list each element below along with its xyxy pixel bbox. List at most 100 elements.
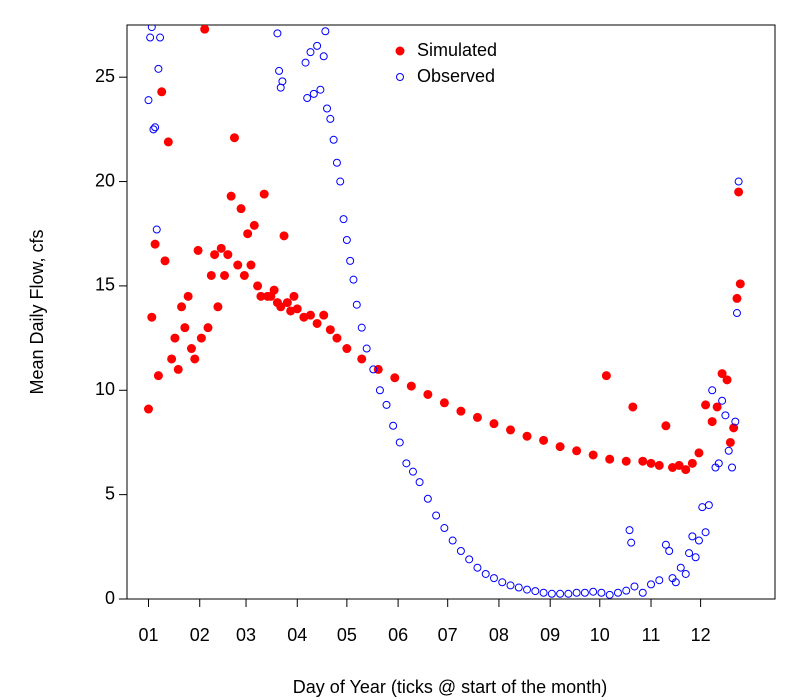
point xyxy=(674,460,684,470)
point xyxy=(580,588,589,597)
point xyxy=(613,588,622,597)
point xyxy=(196,333,206,343)
point xyxy=(714,459,723,468)
point xyxy=(149,125,158,134)
point xyxy=(309,89,318,98)
point xyxy=(243,229,253,239)
point xyxy=(734,187,744,197)
y-axis-title: Mean Daily Flow, cfs xyxy=(27,229,47,394)
point xyxy=(279,231,289,241)
point xyxy=(694,536,703,545)
point xyxy=(362,344,371,353)
point xyxy=(193,245,203,255)
point xyxy=(712,402,722,412)
point xyxy=(157,87,167,97)
point xyxy=(259,189,269,199)
point xyxy=(506,581,515,590)
point xyxy=(432,511,441,520)
point xyxy=(718,396,727,405)
point xyxy=(671,578,680,587)
point xyxy=(732,309,741,318)
point xyxy=(236,204,246,214)
point xyxy=(688,532,697,541)
point xyxy=(439,398,449,408)
legend-marker xyxy=(395,46,405,56)
point xyxy=(572,588,581,597)
point xyxy=(498,578,507,587)
points xyxy=(143,25,745,599)
x-tick-label: 12 xyxy=(691,625,711,645)
point xyxy=(694,448,704,458)
point xyxy=(369,365,378,374)
point xyxy=(506,425,516,435)
point xyxy=(203,323,213,333)
point xyxy=(313,41,322,50)
point xyxy=(691,553,700,562)
point xyxy=(319,310,329,320)
point xyxy=(206,270,216,280)
point xyxy=(729,423,739,433)
legend-marker xyxy=(396,73,404,81)
point xyxy=(481,569,490,578)
point xyxy=(375,386,384,395)
x-tick-label: 10 xyxy=(590,625,610,645)
point xyxy=(147,312,157,322)
point xyxy=(725,437,735,447)
point xyxy=(278,77,287,86)
point xyxy=(190,354,200,364)
legend-label: Observed xyxy=(417,66,495,86)
point xyxy=(220,270,230,280)
point xyxy=(489,419,499,429)
point xyxy=(213,302,223,312)
y-tick-label: 10 xyxy=(95,379,115,399)
x-tick-label: 05 xyxy=(337,625,357,645)
point xyxy=(306,48,315,57)
x-tick-label: 01 xyxy=(138,625,158,645)
point xyxy=(423,389,433,399)
point xyxy=(654,460,664,470)
point xyxy=(326,114,335,123)
point xyxy=(395,438,404,447)
point xyxy=(160,256,170,266)
point xyxy=(289,291,299,301)
point xyxy=(150,239,160,249)
point xyxy=(382,400,391,409)
point xyxy=(456,546,465,555)
point xyxy=(339,215,348,224)
point xyxy=(707,417,717,427)
point xyxy=(282,298,292,308)
point xyxy=(342,235,351,244)
x-tick-label: 03 xyxy=(236,625,256,645)
point xyxy=(605,590,614,599)
x-tick-label: 04 xyxy=(287,625,307,645)
point xyxy=(681,569,690,578)
point xyxy=(305,310,315,320)
point xyxy=(735,279,745,289)
y-tick-label: 15 xyxy=(95,275,115,295)
point xyxy=(415,478,424,487)
point xyxy=(342,344,352,354)
point xyxy=(531,587,540,596)
point xyxy=(701,528,710,537)
point xyxy=(655,576,664,585)
point xyxy=(154,64,163,73)
point xyxy=(728,463,737,472)
x-tick-label: 02 xyxy=(190,625,210,645)
point xyxy=(661,421,671,431)
point xyxy=(605,454,615,464)
y-tick-label: 0 xyxy=(105,588,115,608)
point xyxy=(731,417,740,426)
point xyxy=(665,546,674,555)
point xyxy=(216,243,226,253)
point xyxy=(676,563,685,572)
point xyxy=(153,371,163,381)
point xyxy=(685,549,694,558)
point xyxy=(389,421,398,430)
point xyxy=(143,404,153,414)
point xyxy=(183,291,193,301)
point xyxy=(589,587,598,596)
point xyxy=(173,364,183,374)
x-tick-label: 09 xyxy=(540,625,560,645)
point xyxy=(321,27,330,36)
point xyxy=(721,411,730,420)
